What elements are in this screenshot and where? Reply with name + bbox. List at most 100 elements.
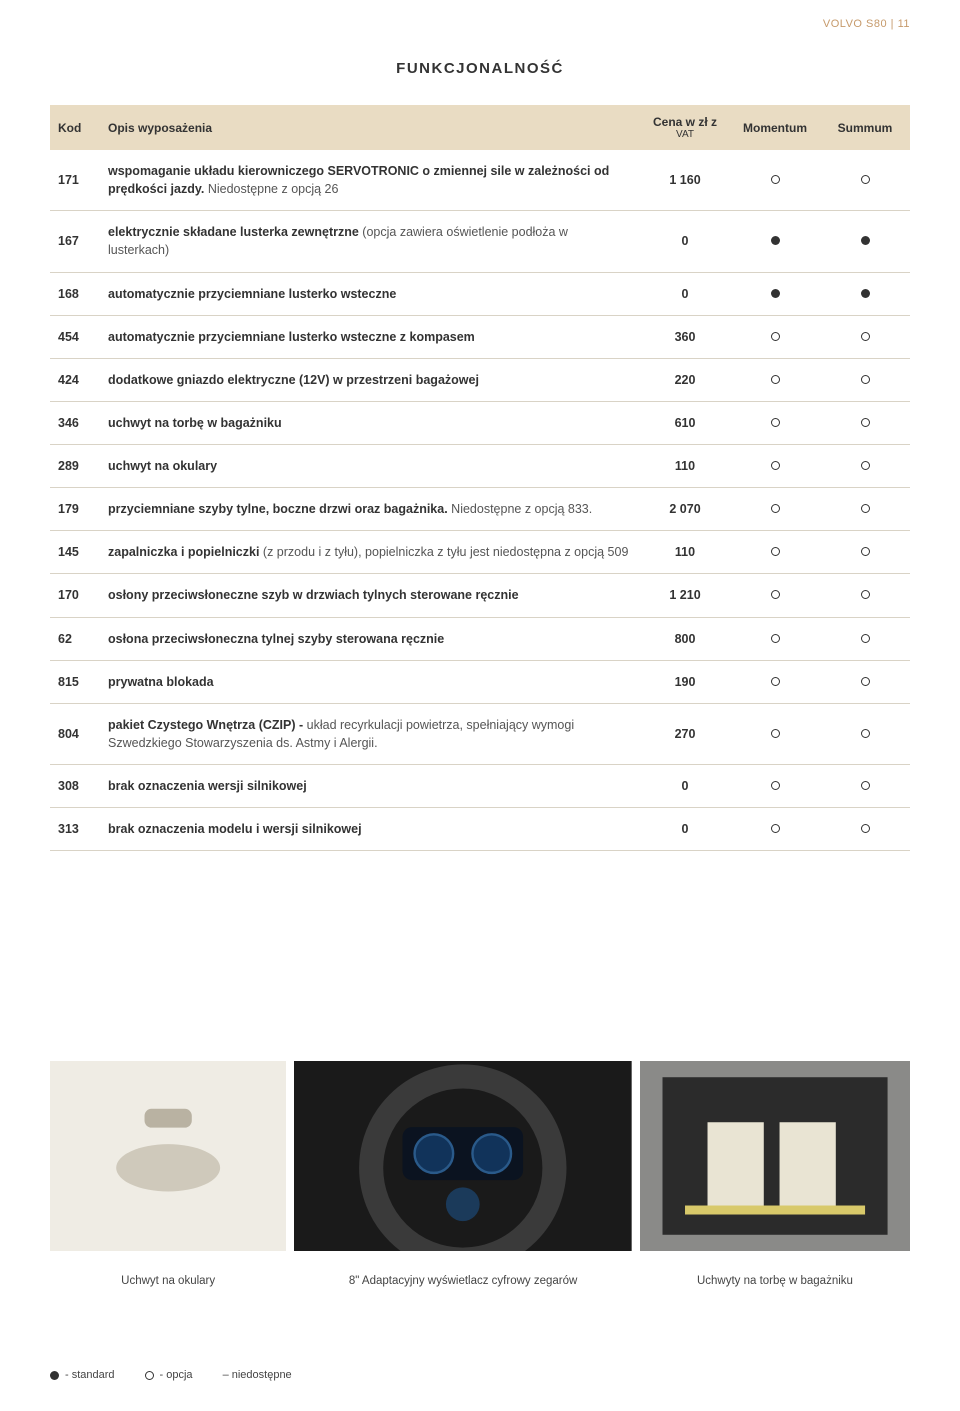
open-dot-icon — [771, 590, 780, 599]
th-summum: Summum — [820, 105, 910, 150]
table-row: 167elektrycznie składane lusterka zewnęt… — [50, 211, 910, 272]
table-row: 313brak oznaczenia modelu i wersji silni… — [50, 808, 910, 851]
cell-kod: 815 — [50, 660, 100, 703]
cell-price: 110 — [640, 531, 730, 574]
cell-kod: 308 — [50, 765, 100, 808]
gallery-image-2 — [294, 1061, 632, 1251]
cell-desc: brak oznaczenia wersji silnikowej — [100, 765, 640, 808]
cell-desc: osłona przeciwsłoneczna tylnej szyby ste… — [100, 617, 640, 660]
cell-momentum — [730, 401, 820, 444]
open-dot-icon — [771, 677, 780, 686]
th-momentum: Momentum — [730, 105, 820, 150]
cell-summum — [820, 488, 910, 531]
th-cena-sub: VAT — [648, 129, 722, 140]
cell-summum — [820, 660, 910, 703]
table-row: 170osłony przeciwsłoneczne szyb w drzwia… — [50, 574, 910, 617]
cell-price: 2 070 — [640, 488, 730, 531]
cell-price: 110 — [640, 445, 730, 488]
open-dot-icon — [861, 332, 870, 341]
cell-desc: przyciemniane szyby tylne, boczne drzwi … — [100, 488, 640, 531]
cell-momentum — [730, 150, 820, 211]
corner-label: VOLVO S80 | 11 — [823, 18, 910, 30]
cell-kod: 454 — [50, 315, 100, 358]
filled-dot-icon — [50, 1371, 59, 1380]
open-dot-icon — [771, 547, 780, 556]
cell-price: 190 — [640, 660, 730, 703]
legend-opcja-text: - opcja — [160, 1369, 193, 1381]
cell-kod: 145 — [50, 531, 100, 574]
open-dot-icon — [145, 1371, 154, 1380]
cell-kod: 179 — [50, 488, 100, 531]
cell-summum — [820, 401, 910, 444]
gallery-image-3 — [640, 1061, 910, 1251]
cell-summum — [820, 531, 910, 574]
cell-kod: 62 — [50, 617, 100, 660]
table-row: 454automatycznie przyciemniane lusterko … — [50, 315, 910, 358]
cell-desc: osłony przeciwsłoneczne szyb w drzwiach … — [100, 574, 640, 617]
open-dot-icon — [861, 175, 870, 184]
cell-summum — [820, 150, 910, 211]
cell-kod: 313 — [50, 808, 100, 851]
cell-momentum — [730, 272, 820, 315]
legend-niedostepne-text: – niedostępne — [223, 1369, 292, 1381]
cell-kod: 170 — [50, 574, 100, 617]
open-dot-icon — [771, 332, 780, 341]
open-dot-icon — [771, 781, 780, 790]
table-row: 168automatycznie przyciemniane lusterko … — [50, 272, 910, 315]
legend-standard-text: - standard — [65, 1369, 115, 1381]
cell-summum — [820, 765, 910, 808]
open-dot-icon — [861, 781, 870, 790]
filled-dot-icon — [771, 289, 780, 298]
th-cena-main: Cena w zł z — [653, 115, 717, 129]
cell-summum — [820, 617, 910, 660]
cell-momentum — [730, 315, 820, 358]
cell-momentum — [730, 617, 820, 660]
legend-standard: - standard — [50, 1369, 115, 1381]
open-dot-icon — [771, 504, 780, 513]
cell-desc: pakiet Czystego Wnętrza (CZIP) - układ r… — [100, 703, 640, 764]
cell-desc: automatycznie przyciemniane lusterko wst… — [100, 272, 640, 315]
cell-price: 0 — [640, 808, 730, 851]
cell-price: 360 — [640, 315, 730, 358]
open-dot-icon — [861, 729, 870, 738]
open-dot-icon — [861, 590, 870, 599]
open-dot-icon — [861, 547, 870, 556]
table-row: 308brak oznaczenia wersji silnikowej0 — [50, 765, 910, 808]
cell-kod: 289 — [50, 445, 100, 488]
cell-momentum — [730, 660, 820, 703]
cell-price: 1 160 — [640, 150, 730, 211]
open-dot-icon — [771, 418, 780, 427]
table-row: 62osłona przeciwsłoneczna tylnej szyby s… — [50, 617, 910, 660]
cell-summum — [820, 703, 910, 764]
cell-summum — [820, 808, 910, 851]
cell-desc: automatycznie przyciemniane lusterko wst… — [100, 315, 640, 358]
page: VOLVO S80 | 11 FUNKCJONALNOŚĆ Kod Opis w… — [0, 0, 960, 1411]
open-dot-icon — [771, 375, 780, 384]
open-dot-icon — [771, 824, 780, 833]
spec-table: Kod Opis wyposażenia Cena w zł z VAT Mom… — [50, 105, 910, 851]
cell-desc: dodatkowe gniazdo elektryczne (12V) w pr… — [100, 358, 640, 401]
cell-summum — [820, 445, 910, 488]
cell-kod: 167 — [50, 211, 100, 272]
open-dot-icon — [771, 461, 780, 470]
open-dot-icon — [861, 504, 870, 513]
cell-price: 220 — [640, 358, 730, 401]
cell-desc: zapalniczka i popielniczki (z przodu i z… — [100, 531, 640, 574]
cell-momentum — [730, 211, 820, 272]
th-cena: Cena w zł z VAT — [640, 105, 730, 150]
open-dot-icon — [861, 824, 870, 833]
th-kod: Kod — [50, 105, 100, 150]
cell-kod: 346 — [50, 401, 100, 444]
filled-dot-icon — [771, 236, 780, 245]
cell-price: 0 — [640, 765, 730, 808]
cell-price: 0 — [640, 211, 730, 272]
filled-dot-icon — [861, 236, 870, 245]
cell-desc: prywatna blokada — [100, 660, 640, 703]
legend-opcja: - opcja — [145, 1369, 193, 1381]
cell-momentum — [730, 531, 820, 574]
cell-kod: 804 — [50, 703, 100, 764]
cell-desc: elektrycznie składane lusterka zewnętrzn… — [100, 211, 640, 272]
table-row: 804pakiet Czystego Wnętrza (CZIP) - ukła… — [50, 703, 910, 764]
table-row: 815prywatna blokada190 — [50, 660, 910, 703]
cell-summum — [820, 315, 910, 358]
